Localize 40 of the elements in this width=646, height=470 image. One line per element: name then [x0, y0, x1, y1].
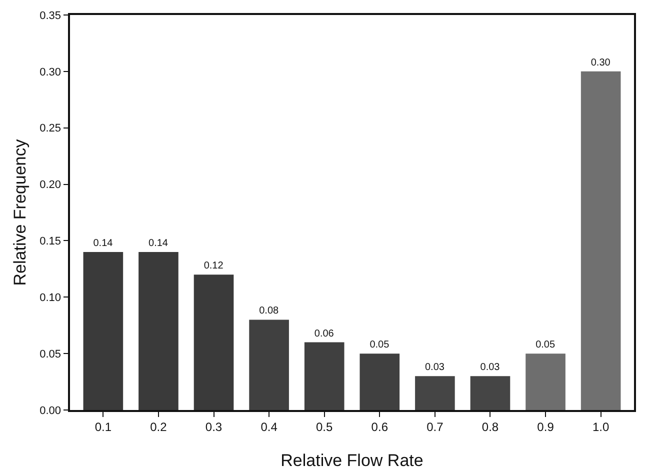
bar	[415, 376, 455, 410]
x-tick-label: 0.5	[316, 420, 334, 434]
data-label: 0.14	[93, 238, 114, 249]
bar	[138, 252, 178, 410]
bar	[304, 342, 344, 410]
y-axis-title: Relative Frequency	[10, 138, 30, 286]
data-label: 0.05	[536, 340, 556, 351]
data-label: 0.08	[259, 306, 280, 317]
y-tick-label: 0.15	[40, 236, 62, 248]
y-tick-label: 0.35	[40, 10, 62, 22]
data-label: 0.12	[204, 260, 224, 272]
x-tick-label: 0.7	[426, 420, 444, 434]
data-label: 0.05	[370, 340, 390, 351]
x-tick-label: 0.6	[371, 420, 388, 434]
y-tick-label: 0.10	[40, 292, 62, 304]
y-tick-label: 0.30	[40, 66, 62, 78]
bar	[360, 354, 400, 410]
y-tick-label: 0.20	[40, 179, 62, 192]
bar	[83, 252, 124, 410]
bar	[580, 71, 621, 410]
x-tick-label: 0.2	[150, 420, 168, 434]
data-label: 0.14	[148, 238, 168, 249]
x-tick-label: 0.8	[482, 420, 499, 434]
data-label: 0.03	[480, 362, 500, 374]
y-tick-label: 0.25	[40, 122, 62, 135]
y-tick-label: 0.00	[40, 404, 62, 417]
bar	[526, 354, 566, 410]
bar	[194, 274, 234, 410]
y-tick-label: 0.05	[40, 348, 62, 360]
data-label: 0.06	[314, 328, 334, 340]
bar	[249, 320, 289, 410]
bar	[470, 376, 510, 410]
x-tick-label: 0.1	[94, 420, 112, 434]
x-tick-label: 0.3	[205, 420, 222, 434]
x-tick-label: 0.4	[260, 420, 278, 434]
data-label: 0.30	[590, 57, 611, 68]
x-tick-label: 1.0	[592, 420, 610, 434]
x-tick-label: 0.9	[537, 420, 554, 434]
x-axis-title: Relative Flow Rate	[280, 451, 424, 470]
data-label: 0.03	[424, 362, 445, 374]
